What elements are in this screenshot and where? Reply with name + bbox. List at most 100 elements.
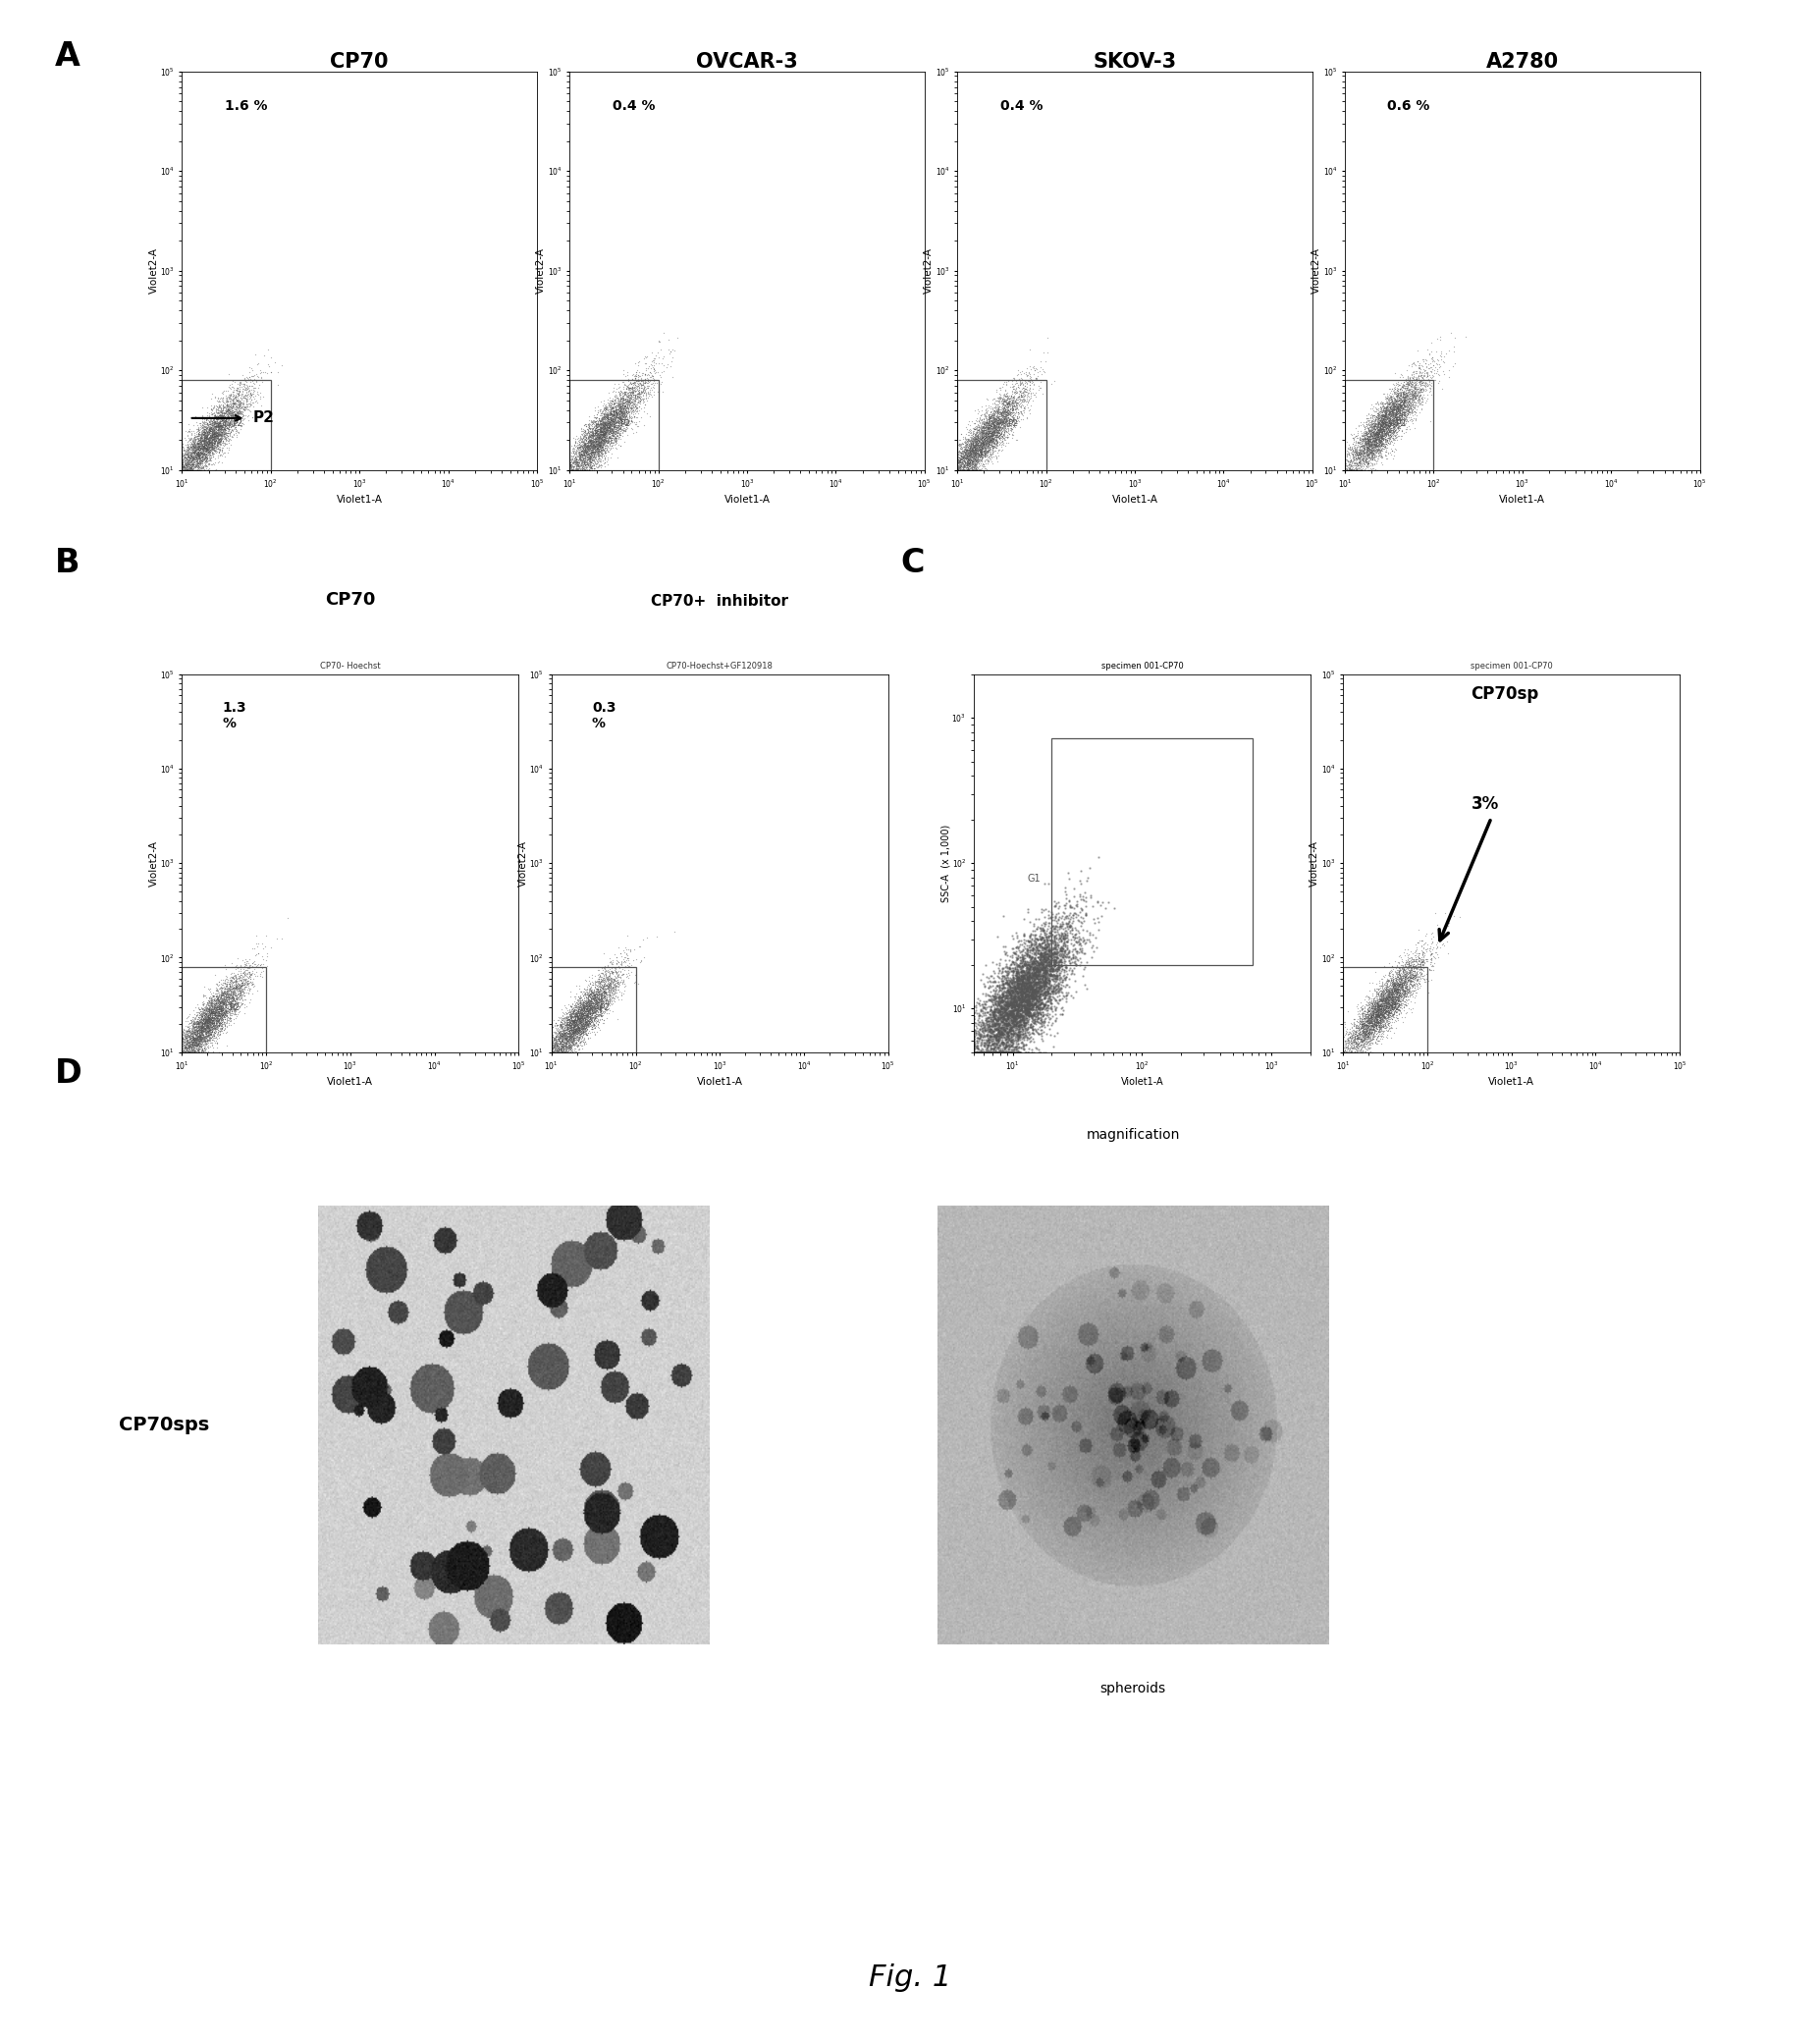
- Point: [167, 449, 197, 482]
- Point: [1010, 977, 1039, 1009]
- Point: [1338, 443, 1367, 476]
- Point: [608, 396, 637, 429]
- Point: [559, 429, 588, 462]
- Point: [959, 429, 988, 462]
- Point: [610, 934, 639, 966]
- Point: [997, 991, 1026, 1024]
- Point: [1012, 893, 1041, 925]
- Point: [1376, 995, 1405, 1028]
- Point: [1370, 423, 1400, 456]
- Point: [218, 411, 248, 443]
- Point: [996, 972, 1025, 1005]
- Point: [592, 964, 621, 997]
- Point: [551, 1028, 581, 1060]
- Point: [566, 1005, 595, 1038]
- Point: [555, 454, 584, 486]
- Point: [1350, 433, 1380, 466]
- Point: [1021, 977, 1050, 1009]
- Point: [198, 415, 228, 447]
- Point: [977, 1032, 1006, 1064]
- Point: [965, 421, 994, 454]
- Point: [599, 400, 628, 433]
- Point: [559, 1015, 588, 1048]
- Point: [200, 419, 229, 452]
- Point: [182, 445, 211, 478]
- Point: [568, 989, 597, 1022]
- Point: [1358, 1007, 1387, 1040]
- Point: [204, 995, 233, 1028]
- Point: [581, 407, 610, 439]
- Point: [1370, 966, 1400, 999]
- Point: [976, 435, 1005, 468]
- Point: [577, 1009, 606, 1042]
- Point: [593, 981, 622, 1013]
- Point: [186, 1011, 215, 1044]
- Point: [1363, 435, 1392, 468]
- Point: [1407, 952, 1436, 985]
- Point: [615, 374, 644, 407]
- Point: [559, 443, 588, 476]
- Point: [1380, 409, 1409, 441]
- Point: [207, 991, 237, 1024]
- Point: [968, 423, 997, 456]
- Point: [202, 429, 231, 462]
- Point: [974, 1036, 1003, 1068]
- Point: [1003, 962, 1032, 995]
- Point: [167, 1036, 197, 1068]
- Point: [959, 435, 988, 468]
- Point: [610, 405, 639, 437]
- Point: [571, 454, 601, 486]
- Point: [959, 1036, 988, 1068]
- Point: [548, 1019, 577, 1052]
- Point: [1361, 417, 1390, 449]
- Point: [577, 441, 606, 474]
- Point: [1378, 386, 1407, 419]
- Point: [997, 985, 1026, 1017]
- Point: [537, 1022, 566, 1054]
- Point: [948, 454, 977, 486]
- Point: [217, 423, 246, 456]
- Point: [564, 449, 593, 482]
- Point: [559, 454, 588, 486]
- Point: [1387, 979, 1416, 1011]
- Point: [983, 417, 1012, 449]
- Point: [983, 415, 1012, 447]
- Point: [1046, 946, 1076, 979]
- Point: [581, 427, 610, 460]
- Point: [999, 382, 1028, 415]
- Point: [604, 417, 633, 449]
- Point: [992, 1030, 1021, 1062]
- Point: [1349, 1036, 1378, 1068]
- Point: [1352, 995, 1381, 1028]
- Point: [968, 419, 997, 452]
- Point: [557, 439, 586, 472]
- Point: [621, 380, 650, 413]
- Point: [177, 454, 206, 486]
- Point: [177, 452, 206, 484]
- Point: [537, 1036, 566, 1068]
- Point: [184, 991, 213, 1024]
- Point: [202, 429, 231, 462]
- Point: [171, 1019, 200, 1052]
- Point: [965, 425, 994, 458]
- Point: [608, 398, 637, 431]
- Point: [1352, 445, 1381, 478]
- Point: [207, 1011, 237, 1044]
- Point: [602, 966, 632, 999]
- Point: [200, 409, 229, 441]
- Point: [1048, 905, 1077, 938]
- Point: [1434, 353, 1463, 386]
- Point: [204, 989, 233, 1022]
- Point: [592, 413, 621, 445]
- Point: [573, 441, 602, 474]
- Point: [550, 1022, 579, 1054]
- Point: [1012, 962, 1041, 995]
- Point: [195, 1013, 224, 1046]
- Point: [1367, 415, 1396, 447]
- Point: [597, 384, 626, 417]
- Point: [586, 995, 615, 1028]
- Point: [1376, 407, 1405, 439]
- Point: [1329, 1036, 1358, 1068]
- Point: [1381, 964, 1410, 997]
- Point: [577, 1003, 606, 1036]
